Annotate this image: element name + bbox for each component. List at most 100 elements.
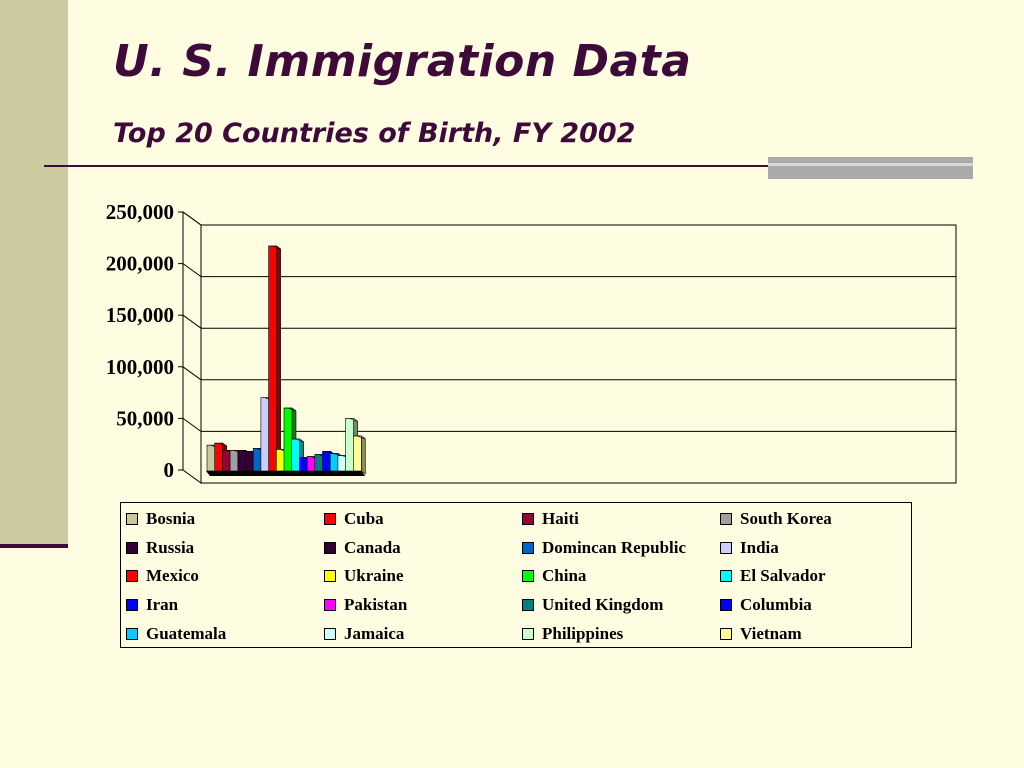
bar-top <box>214 442 227 447</box>
legend-label: Domincan Republic <box>542 537 687 557</box>
legend-swatch <box>522 599 534 612</box>
legend-label: China <box>542 566 587 586</box>
legend-item: Bosnia <box>126 508 195 530</box>
legend-item: Guatemala <box>126 623 226 645</box>
legend-label: Pakistan <box>344 595 408 615</box>
y-tick-label: 100,000 <box>106 355 174 379</box>
legend-swatch <box>720 513 732 525</box>
legend-item: China <box>522 565 586 587</box>
gridline-side <box>182 263 202 278</box>
bar-chart: 250,000 200,000 150,000 100,000 50,000 0 <box>106 200 957 484</box>
bar-front <box>222 450 231 472</box>
bar-front <box>237 450 247 472</box>
left-decor-bar <box>0 0 68 545</box>
legend-item: Iran <box>126 594 178 616</box>
gridline-side <box>182 366 202 381</box>
slide-subtitle: Top 20 Countries of Birth, FY 2002 <box>113 118 636 149</box>
legend-swatch <box>522 541 534 554</box>
legend-label: India <box>740 537 779 557</box>
legend-swatch <box>522 627 534 640</box>
legend-label: United Kingdom <box>542 595 664 615</box>
bar-top <box>291 438 304 443</box>
gridline-side <box>182 417 202 432</box>
y-axis: 250,000 200,000 150,000 100,000 50,000 0 <box>106 200 184 482</box>
legend-swatch <box>324 627 336 640</box>
plot-back-wall <box>200 224 957 484</box>
bar-vietnam <box>352 435 366 476</box>
legend-item: Mexico <box>126 565 199 587</box>
legend-item: Canada <box>324 537 401 559</box>
legend-item: Ukraine <box>324 565 404 587</box>
bar-front <box>252 447 262 472</box>
bar-top <box>345 418 358 422</box>
y-tick-label: 200,000 <box>106 252 174 276</box>
legend-label: Russia <box>146 537 195 557</box>
bar-mexico <box>267 245 281 476</box>
legend-swatch <box>522 513 534 525</box>
bar-front <box>260 397 270 472</box>
legend-item: India <box>720 537 779 559</box>
bar-side <box>276 245 281 475</box>
legend-swatch <box>720 599 732 612</box>
bar-front <box>245 451 254 472</box>
bar-base <box>352 471 366 476</box>
legend-item: Jamaica <box>324 623 404 645</box>
legend-item: Russia <box>126 537 194 559</box>
y-tick-label: 150,000 <box>106 303 174 327</box>
bar-top <box>284 407 297 412</box>
y-tick-label: 0 <box>164 458 175 482</box>
bar-front <box>329 453 339 472</box>
legend-swatch <box>126 513 138 525</box>
bar-front <box>352 435 362 472</box>
legend-label: Haiti <box>542 509 579 528</box>
chart-gridlines <box>182 211 956 432</box>
bar-front <box>314 454 324 472</box>
legend-label: Guatemala <box>146 623 227 643</box>
legend-item: Cuba <box>324 508 384 530</box>
legend-swatch <box>126 541 138 554</box>
bar-top <box>268 245 281 250</box>
legend-item: South Korea <box>720 508 832 530</box>
legend-label: Canada <box>344 537 401 557</box>
slide-title: U. S. Immigration Data <box>113 36 692 87</box>
legend-swatch <box>720 541 732 554</box>
legend-label: Cuba <box>344 509 384 528</box>
legend-swatch <box>126 627 138 640</box>
legend-swatch <box>324 513 336 525</box>
title-rule <box>44 165 972 167</box>
legend-swatch <box>126 570 138 583</box>
legend-swatch <box>720 627 732 640</box>
chart-legend: Bosnia Cuba Haiti South Korea Russia Canada Do… <box>120 502 912 648</box>
bar-front <box>283 407 293 472</box>
legend-label: Jamaica <box>344 623 405 643</box>
legend-item: Philippines <box>522 623 623 645</box>
legend-label: Iran <box>146 595 179 615</box>
legend-label: Vietnam <box>740 623 802 643</box>
bar-front <box>322 451 331 472</box>
legend-item: Domincan Republic <box>522 537 686 559</box>
legend-item: United Kingdom <box>522 594 663 616</box>
legend-item: Vietnam <box>720 623 802 645</box>
bar-front <box>306 456 316 472</box>
legend-label: Mexico <box>146 566 199 586</box>
legend-label: Bosnia <box>146 509 196 528</box>
legend-swatch <box>324 541 336 554</box>
bar-front <box>229 450 239 472</box>
bar-front <box>275 449 285 472</box>
chart-bars <box>206 245 366 476</box>
legend-label: Philippines <box>542 623 624 643</box>
y-tick-label: 50,000 <box>116 406 174 430</box>
bar-front <box>345 418 354 472</box>
bar-front <box>337 455 347 472</box>
gridline-side <box>182 211 202 226</box>
bar-front <box>299 457 308 472</box>
left-accent-line <box>0 544 68 548</box>
bar-front <box>291 438 301 472</box>
legend-label: Ukraine <box>344 566 404 586</box>
legend-swatch <box>126 599 138 612</box>
bar-front <box>206 444 216 472</box>
gridline-side <box>182 314 202 329</box>
legend-item: El Salvador <box>720 565 826 587</box>
legend-label: Columbia <box>740 595 812 615</box>
legend-item: Haiti <box>522 508 579 530</box>
